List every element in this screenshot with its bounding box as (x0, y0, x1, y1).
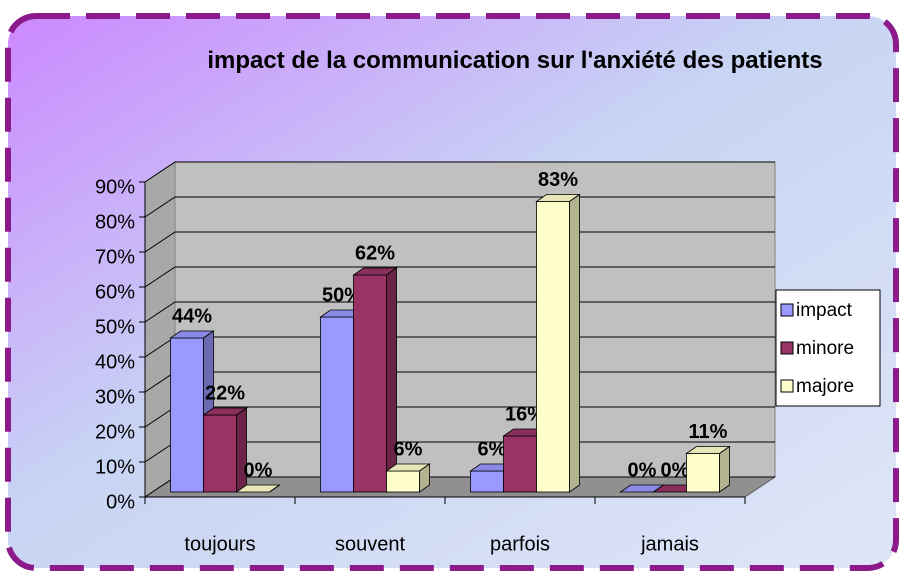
bar (686, 453, 720, 493)
bar (536, 201, 570, 493)
legend-label: majore (796, 376, 854, 397)
bar (353, 274, 387, 493)
value-label: 6% (478, 438, 507, 460)
back-wall (174, 161, 776, 478)
y-tick-label: 10% (95, 456, 135, 478)
y-tick-label: 70% (95, 246, 135, 268)
y-tick-label: 50% (95, 316, 135, 338)
legend-label: minore (796, 338, 854, 359)
x-tick-label: souvent (335, 533, 405, 555)
bar (386, 470, 420, 493)
legend-label: impact (796, 300, 853, 321)
bar-side (569, 193, 580, 493)
grid-line (144, 161, 775, 183)
bar-side (719, 445, 730, 493)
value-label: 44% (172, 305, 212, 327)
value-label: 22% (205, 382, 245, 404)
bar (320, 316, 354, 493)
chart-title: impact de la communication sur l'anxiété… (207, 47, 823, 74)
bar (503, 435, 537, 493)
bar-side (419, 463, 430, 493)
value-label: 0% (661, 459, 690, 481)
x-tick-label: parfois (490, 533, 550, 555)
bar (470, 470, 504, 493)
value-label: 62% (355, 242, 395, 264)
legend-swatch (780, 303, 794, 317)
x-tick-label: jamais (640, 533, 699, 555)
y-tick-label: 0% (106, 491, 135, 513)
value-label: 0% (244, 459, 273, 481)
x-tick-label: toujours (184, 533, 255, 555)
value-label: 50% (322, 284, 362, 306)
legend-swatch (780, 379, 794, 393)
bar-side (269, 484, 280, 493)
bar (170, 337, 204, 493)
value-label: 6% (394, 438, 423, 460)
legend-swatch (780, 341, 794, 355)
value-label: 16% (505, 403, 545, 425)
y-tick-label: 20% (95, 421, 135, 443)
y-tick-label: 80% (95, 211, 135, 233)
y-tick-label: 60% (95, 281, 135, 303)
y-tick-label: 30% (95, 386, 135, 408)
y-tick-label: 90% (95, 176, 135, 198)
value-label: 0% (628, 459, 657, 481)
value-label: 11% (689, 421, 728, 443)
y-tick-label: 40% (95, 351, 135, 373)
bar (203, 414, 237, 493)
value-label: 83% (538, 169, 578, 191)
